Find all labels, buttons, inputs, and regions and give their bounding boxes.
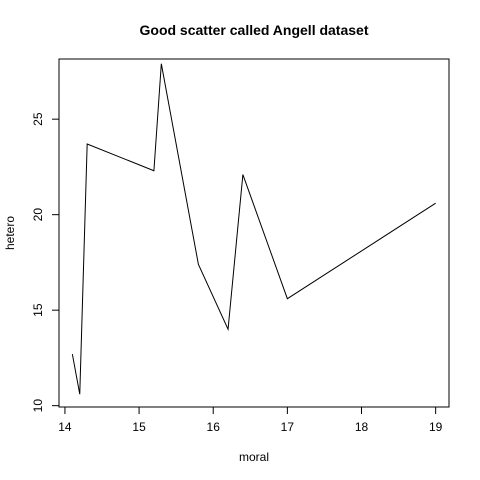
x-axis-title: moral	[239, 450, 269, 464]
y-tick-label: 15	[31, 303, 45, 317]
x-tick-label: 16	[207, 420, 221, 434]
y-tick-label: 10	[31, 399, 45, 413]
x-tick-label: 17	[281, 420, 295, 434]
data-series	[71, 63, 436, 395]
x-tick-label: 15	[132, 420, 146, 434]
data-point	[153, 170, 154, 171]
data-point	[79, 394, 80, 395]
data-point	[87, 143, 88, 144]
data-point	[72, 354, 73, 355]
data-point	[435, 203, 436, 204]
y-tick-label: 20	[31, 208, 45, 222]
x-tick-label: 18	[355, 420, 369, 434]
chart-title: Good scatter called Angell dataset	[140, 22, 369, 38]
y-axis: 10 15 20 25	[31, 112, 60, 413]
y-axis-title: hetero	[3, 216, 17, 250]
data-point	[198, 264, 199, 265]
data-point	[242, 174, 243, 175]
data-point	[161, 63, 162, 64]
y-tick-label: 25	[31, 112, 45, 126]
series-line	[71, 63, 436, 395]
x-axis: 14 15 16 17 18 19	[58, 406, 443, 434]
x-tick-label: 19	[429, 420, 443, 434]
data-point	[287, 298, 288, 299]
x-tick-label: 14	[58, 420, 72, 434]
data-point	[228, 329, 229, 330]
